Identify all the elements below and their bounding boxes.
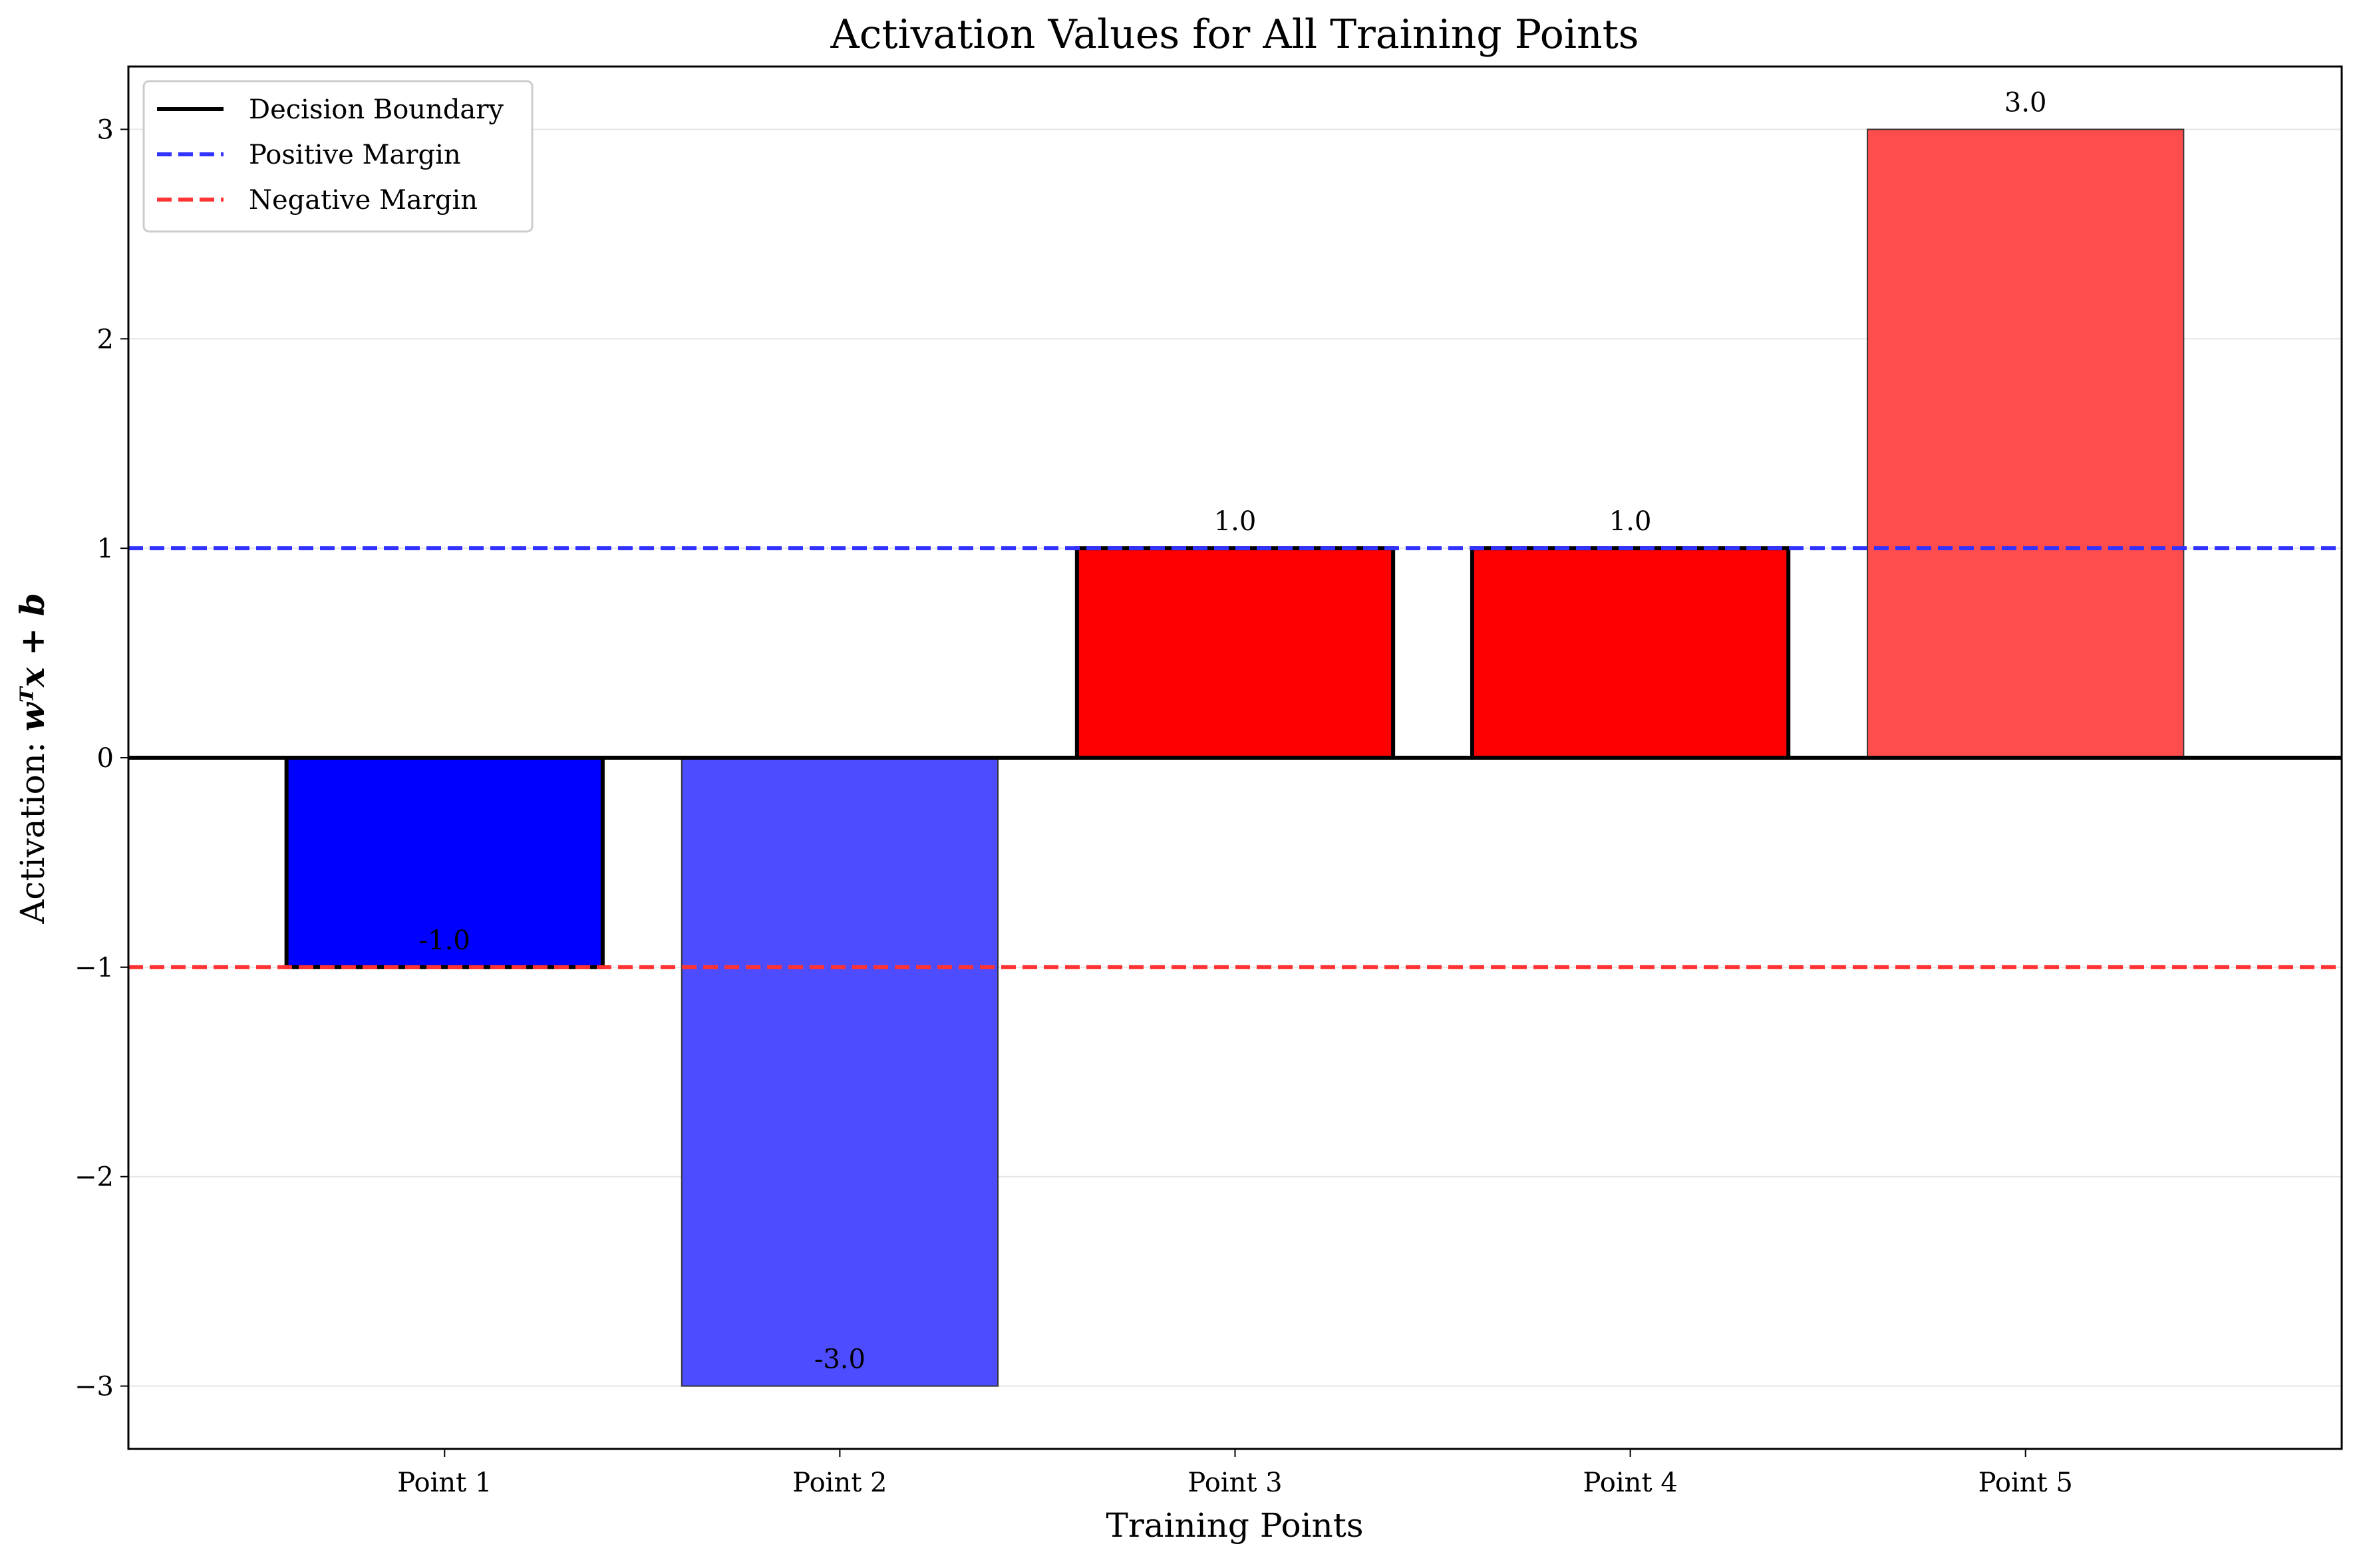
y-tick-label: −1 xyxy=(75,953,114,983)
tick-layer: −3 −2 −1 0 1 2 3 Point 1 Point 2 Point 3 Point 4 Po… xyxy=(75,114,2073,1498)
x-tick-label: Point 3 xyxy=(1187,1468,1282,1498)
bar xyxy=(1470,546,1791,760)
y-axis-label-prefix: Activation: xyxy=(13,731,52,924)
y-tick-label: 3 xyxy=(97,114,114,145)
reference-line-layer xyxy=(128,546,2342,969)
legend-entry-label: Negative Margin xyxy=(249,185,478,216)
data-label: 1.0 xyxy=(1609,506,1652,537)
legend-items: Decision Boundary Positive Margin Negative… xyxy=(157,94,504,216)
y-tick-label: 2 xyxy=(97,324,114,355)
bar xyxy=(1867,128,2185,759)
bar xyxy=(1074,546,1396,760)
x-tick-label: Point 5 xyxy=(1978,1468,2073,1498)
data-label: 1.0 xyxy=(1214,506,1257,537)
x-axis-label: Training Points xyxy=(1106,1506,1363,1545)
y-axis-label: Activation: wᵀx + b xyxy=(13,593,52,924)
legend-entry-label: Positive Margin xyxy=(249,140,461,170)
y-tick-label: 0 xyxy=(97,743,114,774)
data-label: 3.0 xyxy=(2004,88,2047,118)
data-label: -1.0 xyxy=(419,925,470,956)
x-tick-label: Point 4 xyxy=(1583,1468,1678,1498)
bar xyxy=(681,757,999,1387)
legend-box xyxy=(142,80,534,233)
y-tick-label: −2 xyxy=(75,1162,114,1193)
x-tick-label: Point 1 xyxy=(397,1468,492,1498)
bar xyxy=(284,756,605,969)
y-axis-label-math: wᵀx + b xyxy=(13,593,52,731)
chart-title: Activation Values for All Training Point… xyxy=(830,11,1639,58)
data-label-layer: -1.0 -3.0 1.0 1.0 3.0 xyxy=(419,88,2047,1375)
data-label: -3.0 xyxy=(814,1344,866,1375)
y-tick-label: 1 xyxy=(97,534,114,564)
legend-entry-label: Decision Boundary xyxy=(249,94,504,125)
bar-layer xyxy=(284,128,2185,1387)
x-tick-label: Point 2 xyxy=(792,1468,887,1498)
legend: Decision Boundary Positive Margin Negative… xyxy=(142,80,534,233)
y-tick-label: −3 xyxy=(75,1372,114,1402)
